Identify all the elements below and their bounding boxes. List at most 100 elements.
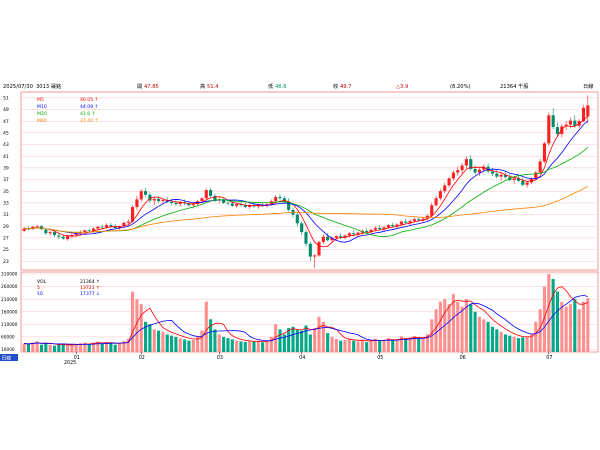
candle-body [204,190,208,199]
moving-average-lines [24,115,589,248]
price-tick-label: 29 [3,224,9,230]
volume-bar [568,304,573,352]
candle-body [404,221,408,223]
candle-body [91,228,96,231]
candle-body [512,178,516,181]
candle-body [386,225,390,228]
volume-bar [126,338,130,352]
volume-bar [113,344,117,352]
candle-body [243,205,247,207]
price-panel: 23 25 27 29 31 33 35 37 39 41 43 45 47 49 51 M5 46.05 … [3,91,599,271]
legend-vol10-name: 10 [37,291,43,297]
volume-bar [347,338,351,352]
volume-bar [131,291,135,352]
candle-body [165,199,169,202]
candle-body [469,159,473,170]
volume-bar [308,334,312,352]
candle-body [365,230,369,233]
volume-bar [586,298,590,352]
volume-bar [230,339,234,352]
candle-body [87,230,91,231]
volume-bar [65,345,70,352]
volume-bar [191,339,195,352]
candle-body [144,191,148,195]
candle-body [70,234,74,237]
volume-bar [477,316,481,352]
candle-body [22,228,26,231]
candle-body [347,233,351,236]
price-tick-label: 37 [3,177,9,183]
price-tick-label: 33 [3,200,9,206]
volume-bar [447,304,451,352]
price-tick-label: 49 [3,107,9,113]
candle-body [57,235,61,237]
volume-bar [369,340,373,352]
price-tick-label: 51 [3,95,9,101]
candle-body [551,115,555,128]
candle-body [378,227,382,230]
candle-body [96,226,100,229]
volume-bar [135,299,139,352]
volume-bar [525,336,529,352]
volume-bar [109,343,113,352]
volume-bar [486,321,490,352]
candle-body [148,194,152,201]
volume-tick-label: 160000 [1,309,18,315]
tab-daily[interactable]: 日線 [0,354,18,362]
header-change-pct: (8.20%) [450,84,471,90]
volume-bar [542,286,547,352]
ma5-line [24,115,589,248]
candle-body [74,233,78,235]
volume-bar [196,336,200,352]
candle-body [117,226,122,228]
volume-tick-label: 210000 [1,297,18,303]
volume-bar [248,340,252,352]
volume-bar [373,338,377,352]
date-tick-label: 05 [377,355,383,361]
candle-body [464,159,468,166]
candle-body [226,202,230,204]
date-tick-label: 02 [139,355,145,361]
volume-bar [204,301,208,352]
volume-bar [577,309,581,352]
candle-body [499,174,503,177]
candle-body [48,232,52,234]
candle-body [44,229,48,234]
volume-panel: 10000 60000 110000 160000 210000 260000 310000… [1,271,599,353]
volume-bar [456,301,460,352]
legend-vol5-value: 13721 ↑ [80,285,100,291]
legend-ma20-name: M20 [37,111,47,117]
volume-bar [74,344,78,352]
candle-body [495,173,499,177]
price-legend: M5 46.05 ↑ M10 44.09 ↑ M20 41.6 ↑ M60 37… [37,97,98,124]
volume-bar [529,334,534,352]
volume-bar [213,329,217,352]
volume-bar [521,337,525,352]
candle-body [417,219,421,221]
header-open-label: 開 [137,83,142,90]
volume-bar [421,337,425,352]
candle-body [477,169,481,173]
ma60-line [24,186,589,233]
candlestick-series [22,95,590,269]
date-tick-label: 01 [74,355,80,361]
volume-bars [22,274,590,352]
header-open: 47.85 [144,84,159,90]
header-volume: 21364 千股 [500,82,529,90]
candle-body [35,226,39,227]
tab-daily-label[interactable]: 日線 [2,355,12,362]
candle-body [503,174,508,178]
header-date: 2025/07/30 [3,84,33,90]
candle-body [278,197,282,199]
candle-body [538,161,542,173]
volume-bar [564,306,568,352]
candle-body [581,107,586,122]
candle-body [516,178,521,181]
candle-body [434,198,438,206]
tab-daily-bg[interactable] [0,354,18,361]
candle-body [282,198,286,202]
volume-bar [52,345,57,352]
legend-ma5-value: 46.05 ↑ [80,97,98,103]
volume-bar [104,341,109,352]
candle-body [126,221,130,223]
